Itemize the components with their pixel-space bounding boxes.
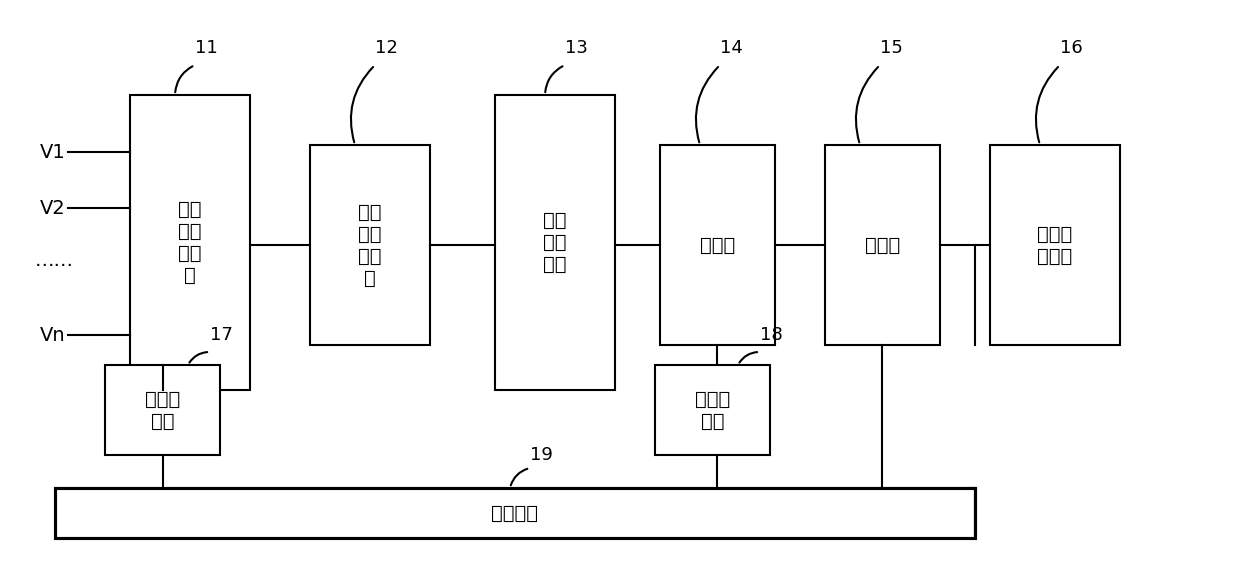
- Text: 19: 19: [529, 446, 553, 464]
- Bar: [655, 365, 770, 455]
- Text: 12: 12: [374, 39, 398, 57]
- Text: 第二寄
存器: 第二寄 存器: [694, 390, 730, 431]
- Text: Vn: Vn: [40, 325, 66, 344]
- Text: V2: V2: [40, 199, 66, 217]
- Bar: [105, 365, 219, 455]
- Text: 13: 13: [565, 39, 588, 57]
- Text: 11: 11: [195, 39, 218, 57]
- Text: 17: 17: [210, 326, 233, 344]
- Text: 15: 15: [880, 39, 903, 57]
- Text: 比较器: 比较器: [699, 236, 735, 254]
- Bar: [130, 95, 250, 390]
- Text: 14: 14: [720, 39, 743, 57]
- Bar: [55, 488, 975, 538]
- Text: 第一寄
存器: 第一寄 存器: [145, 390, 180, 431]
- Bar: [990, 145, 1120, 345]
- Text: 数据总线: 数据总线: [491, 504, 538, 522]
- Text: ……: ……: [35, 250, 74, 270]
- Text: 18: 18: [760, 326, 782, 344]
- Bar: [495, 95, 615, 390]
- Text: 多路
开关
选择
器: 多路 开关 选择 器: [358, 203, 382, 287]
- Text: 16: 16: [1060, 39, 1083, 57]
- Text: 无线传
输单元: 无线传 输单元: [1038, 225, 1073, 266]
- Bar: [825, 145, 940, 345]
- Text: 电压
检测
电路: 电压 检测 电路: [543, 211, 567, 274]
- Bar: [310, 145, 430, 345]
- Text: V1: V1: [40, 142, 66, 162]
- Bar: [660, 145, 775, 345]
- Text: 处理器: 处理器: [864, 236, 900, 254]
- Text: 电压
等级
选择
器: 电压 等级 选择 器: [179, 200, 202, 285]
